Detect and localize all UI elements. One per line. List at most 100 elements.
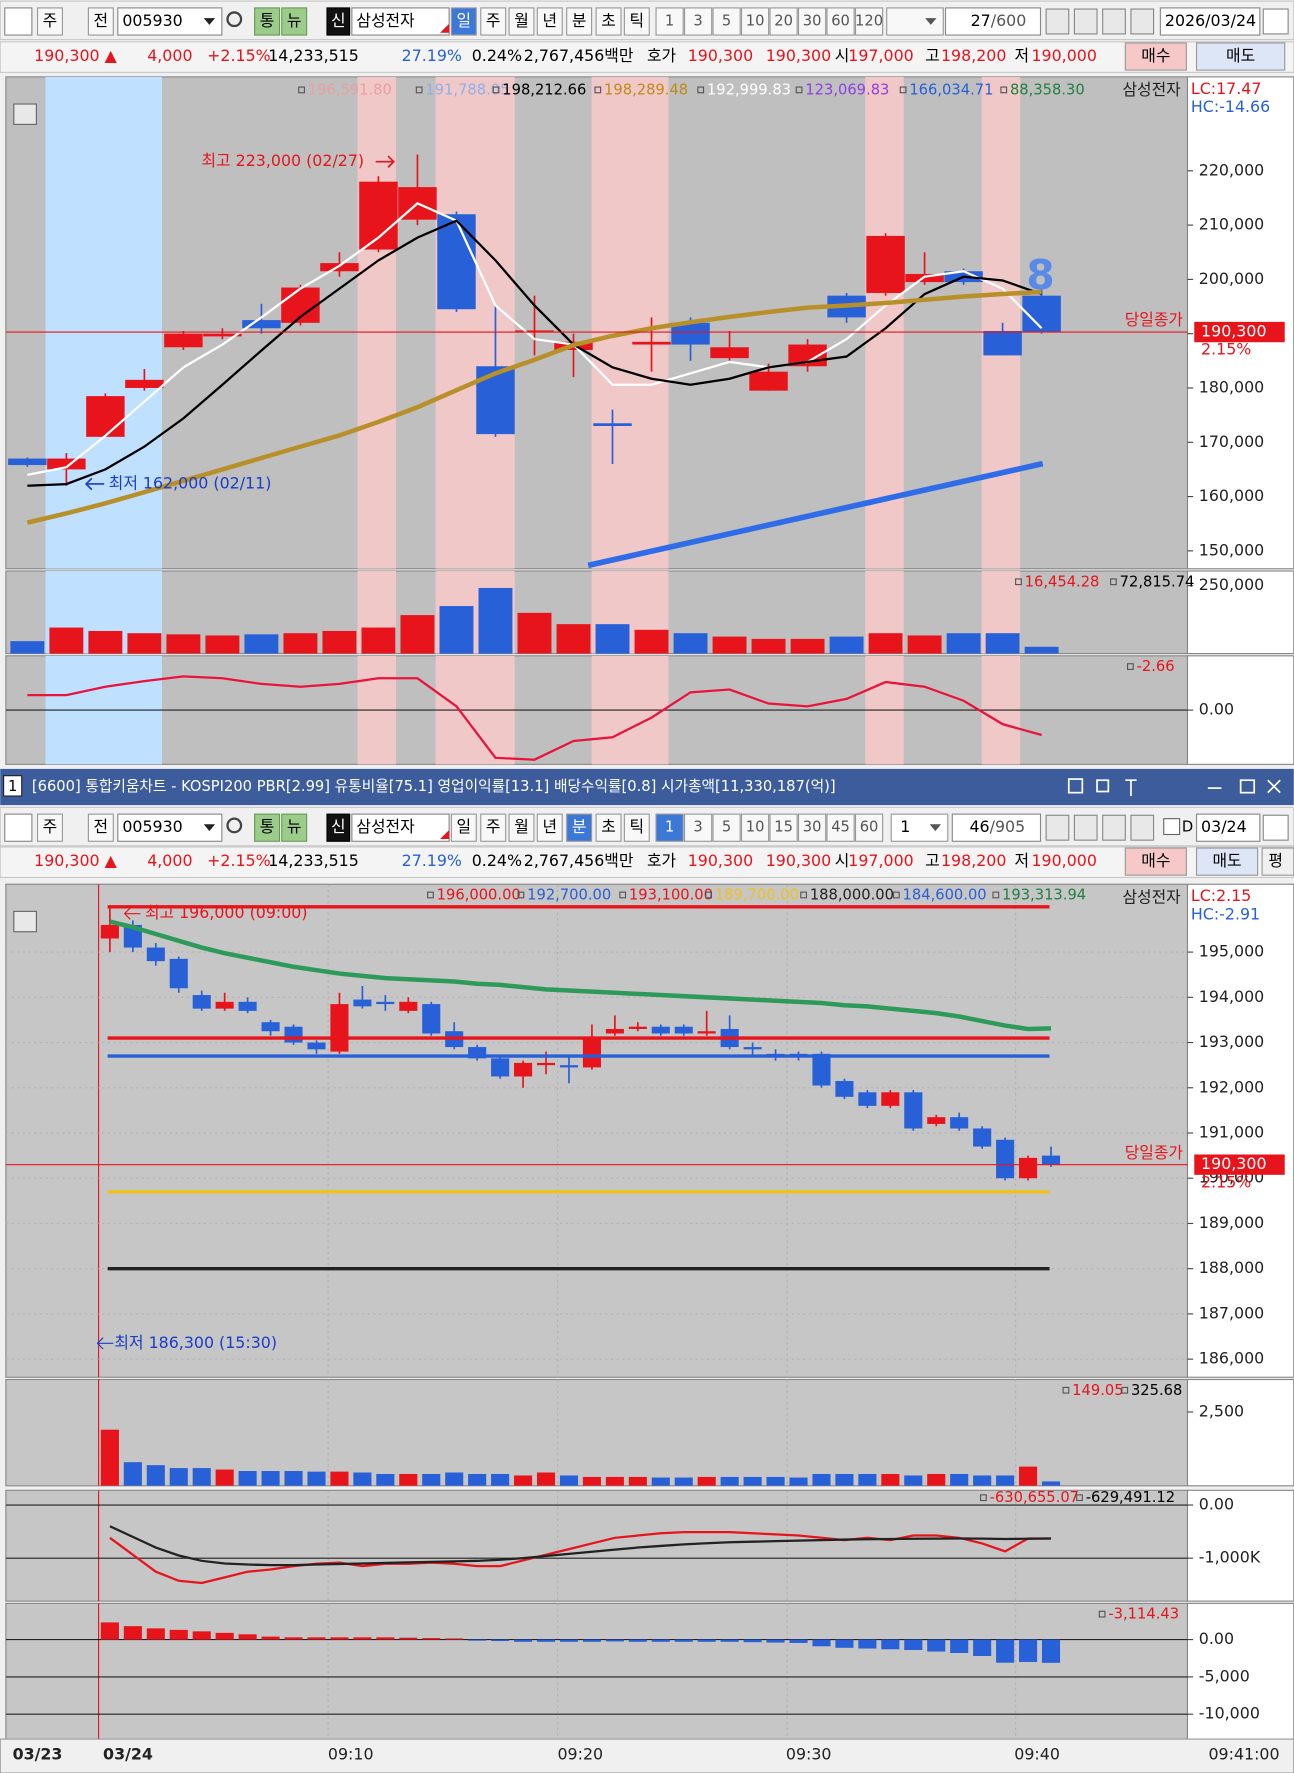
button-box[interactable] xyxy=(1262,814,1289,841)
button-box[interactable] xyxy=(854,7,884,36)
button-box[interactable] xyxy=(1073,8,1098,35)
buy-label: 매수 xyxy=(1141,851,1170,870)
button-box[interactable] xyxy=(508,813,535,842)
legend-value: -3,114.43 xyxy=(1108,1606,1179,1623)
bar xyxy=(100,1622,119,1640)
dropdown-arrow[interactable] xyxy=(203,824,216,832)
button-box[interactable] xyxy=(566,813,593,842)
button-box[interactable] xyxy=(326,813,351,842)
legend-marker xyxy=(892,891,900,899)
candle-body xyxy=(835,1080,854,1097)
button-box[interactable] xyxy=(281,813,308,842)
bar xyxy=(556,624,591,654)
button-box[interactable] xyxy=(595,813,622,842)
button-box[interactable] xyxy=(536,813,563,842)
close-rate: 2.15% xyxy=(1201,340,1251,359)
button-box[interactable] xyxy=(117,7,223,36)
button-box[interactable] xyxy=(769,7,798,36)
button-box[interactable] xyxy=(281,7,308,36)
button-box[interactable] xyxy=(886,7,944,36)
button-box[interactable] xyxy=(1102,814,1126,841)
button-box[interactable] xyxy=(797,813,827,842)
button-box[interactable] xyxy=(826,813,855,842)
legend-value: 166,034.71 xyxy=(909,81,993,98)
button-box[interactable] xyxy=(117,813,223,842)
button-box[interactable] xyxy=(36,813,63,842)
button-box[interactable] xyxy=(87,813,114,842)
button-box[interactable] xyxy=(1102,8,1126,35)
sell-button[interactable] xyxy=(1195,42,1286,71)
button-box[interactable] xyxy=(683,7,713,36)
button-box[interactable] xyxy=(595,7,622,36)
series-line xyxy=(27,675,1042,761)
sell-button[interactable] xyxy=(1195,847,1259,876)
bar xyxy=(858,1639,877,1649)
buy-button[interactable] xyxy=(1124,847,1187,876)
button-box[interactable] xyxy=(623,813,650,842)
button-box[interactable] xyxy=(536,7,563,36)
button-box[interactable] xyxy=(254,813,281,842)
window-controls[interactable] xyxy=(1067,778,1281,797)
button-box[interactable] xyxy=(4,7,33,36)
button-box[interactable] xyxy=(326,7,351,36)
bar xyxy=(1024,646,1059,654)
button-box[interactable] xyxy=(480,813,507,842)
candle-body xyxy=(125,379,164,388)
button-box[interactable] xyxy=(623,7,650,36)
button-box[interactable] xyxy=(351,7,450,36)
button-box[interactable] xyxy=(712,7,741,36)
button-box[interactable] xyxy=(951,813,1042,842)
button-box[interactable] xyxy=(890,813,949,842)
button-box[interactable] xyxy=(508,7,535,36)
legend-value: 192,999.83 xyxy=(707,81,791,98)
hc-label: HC:-14.66 xyxy=(1191,97,1270,116)
legend-value: 198,289.48 xyxy=(604,81,688,98)
buy-button[interactable] xyxy=(1124,42,1187,71)
button-box[interactable] xyxy=(450,7,477,36)
button-box[interactable] xyxy=(1159,7,1261,36)
panel-icon[interactable] xyxy=(13,103,37,125)
button-box[interactable] xyxy=(566,7,593,36)
button-box[interactable] xyxy=(769,813,798,842)
button-box[interactable] xyxy=(655,813,684,842)
button-box[interactable] xyxy=(797,7,827,36)
bar xyxy=(439,606,474,654)
button-box[interactable] xyxy=(1073,814,1098,841)
panel xyxy=(5,884,1188,1378)
bar xyxy=(812,1473,831,1486)
button-box[interactable] xyxy=(351,813,450,842)
button-box[interactable] xyxy=(1163,818,1181,836)
avg-button[interactable] xyxy=(1261,847,1294,876)
y-tick-label: 250,000 xyxy=(1199,575,1264,594)
button-box[interactable] xyxy=(740,7,770,36)
search-icon[interactable] xyxy=(226,817,243,834)
button-box[interactable] xyxy=(1045,814,1070,841)
legend-value: 188,000.00 xyxy=(810,887,894,904)
legend-marker xyxy=(517,891,525,899)
button-box[interactable] xyxy=(450,813,477,842)
button-box[interactable] xyxy=(1130,8,1155,35)
button-box[interactable] xyxy=(36,7,63,36)
panel-icon[interactable] xyxy=(13,910,37,933)
button-box[interactable] xyxy=(712,813,741,842)
highlight-column xyxy=(357,76,396,569)
button-box[interactable] xyxy=(683,813,713,842)
button-box[interactable] xyxy=(1262,8,1289,35)
info-price: 190,300 ▲ xyxy=(34,46,117,65)
search-icon[interactable] xyxy=(226,11,243,28)
button-box[interactable] xyxy=(1045,8,1070,35)
dropdown-arrow[interactable] xyxy=(203,18,216,25)
candle-body xyxy=(353,999,372,1007)
button-box[interactable] xyxy=(655,7,684,36)
button-box[interactable] xyxy=(4,813,33,842)
bar xyxy=(766,1476,785,1486)
button-box[interactable] xyxy=(1130,814,1155,841)
button-box[interactable] xyxy=(854,813,884,842)
button-box[interactable] xyxy=(480,7,507,36)
button-box[interactable] xyxy=(740,813,770,842)
button-box[interactable] xyxy=(87,7,114,36)
button-box[interactable] xyxy=(944,7,1042,36)
button-box[interactable] xyxy=(1195,813,1261,842)
button-box[interactable] xyxy=(254,7,281,36)
button-box[interactable] xyxy=(826,7,855,36)
